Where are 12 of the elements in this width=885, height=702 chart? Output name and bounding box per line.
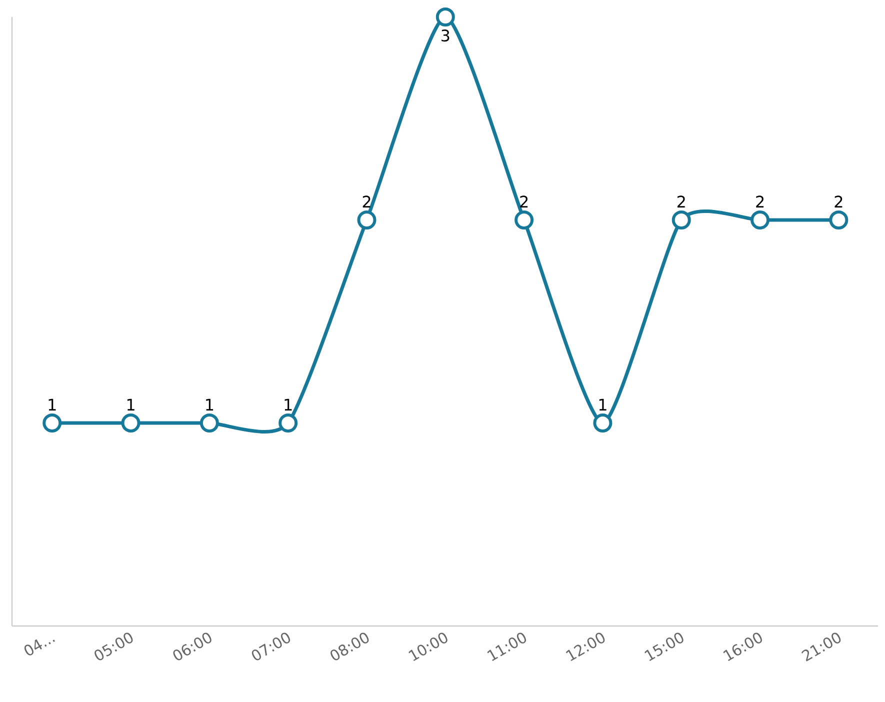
data-label: 1 bbox=[206, 398, 214, 410]
data-label: 3 bbox=[442, 30, 450, 42]
data-label: 2 bbox=[362, 196, 370, 208]
data-label: 1 bbox=[599, 398, 606, 410]
data-label: 2 bbox=[520, 196, 528, 208]
data-label: 2 bbox=[677, 196, 685, 208]
data-label: 1 bbox=[284, 398, 292, 410]
data-label: 2 bbox=[834, 196, 842, 208]
data-label: 1 bbox=[48, 398, 56, 410]
data-label: 2 bbox=[756, 196, 764, 208]
data-label: 1 bbox=[127, 398, 134, 410]
x-tick-label: 04... bbox=[24, 639, 55, 656]
